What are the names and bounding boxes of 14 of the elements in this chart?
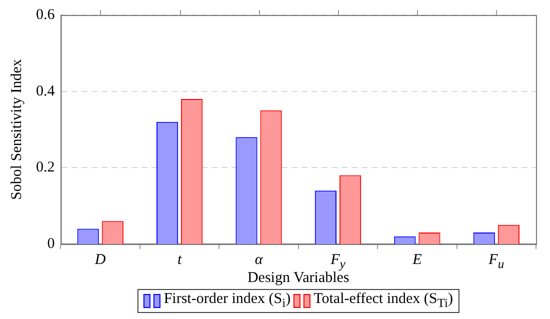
- y-tick-label: 0: [47, 236, 55, 252]
- x-tick-label: F$_{y}$: [330, 252, 346, 271]
- x-tick-label: E: [412, 252, 422, 269]
- x-tick-label: D: [94, 252, 106, 269]
- x-tick-label: F$_{u}$: [488, 252, 504, 272]
- y-axis-title: Sobol Sensitivity Index: [8, 58, 25, 200]
- legend-label: Total-effect index (S$_{Ti}$): [314, 291, 453, 311]
- x-axis-title: Design Variables: [247, 270, 350, 287]
- y-tick-label: 0.2: [36, 160, 55, 176]
- legend-label: First-order index (S$_{i}$): [164, 291, 291, 311]
- x-tick-label: t: [177, 252, 182, 269]
- y-tick-label: 0.6: [36, 6, 56, 23]
- x-tick-label: α: [254, 252, 263, 269]
- y-tick-label: 0.4: [36, 83, 56, 100]
